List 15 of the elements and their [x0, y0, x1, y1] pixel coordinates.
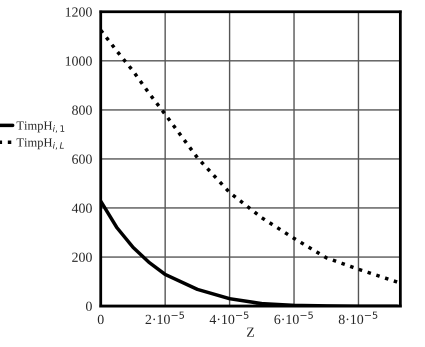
- y-tick-label: 0: [86, 302, 92, 312]
- x-tick-label: 6·10$^{−5}$: [274, 312, 313, 324]
- y-tick-label: 200: [72, 252, 92, 262]
- legend-label: TimpH$_{i,1}$: [16, 121, 64, 133]
- x-tick-label: 0: [98, 314, 104, 324]
- legend-label: TimpH$_{i,L}$: [16, 138, 64, 150]
- y-tick-label: 600: [72, 154, 92, 164]
- x-tick-label: 4·10$^{−5}$: [210, 312, 248, 324]
- y-tick-label: 1200: [66, 7, 92, 17]
- y-tick-label: 400: [72, 204, 92, 213]
- y-tick-label: 1000: [66, 56, 92, 66]
- y-tick-label: 800: [72, 105, 92, 115]
- x-axis-title: Z: [246, 328, 254, 337]
- x-tick-label: 2·10$^{−5}$: [146, 312, 184, 324]
- x-tick-label: 8·10$^{−5}$: [338, 312, 378, 324]
